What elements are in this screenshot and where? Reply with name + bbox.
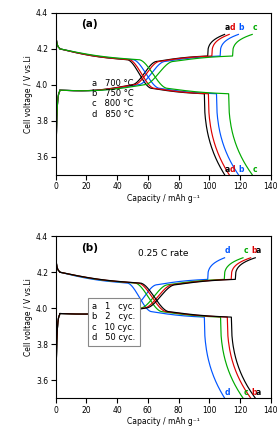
Text: b: b [239, 165, 244, 174]
Text: 0.25 C rate: 0.25 C rate [138, 249, 189, 258]
Y-axis label: Cell voltage / V vs.Li: Cell voltage / V vs.Li [24, 55, 33, 133]
Text: b: b [239, 23, 244, 32]
Text: (a): (a) [81, 19, 98, 29]
Text: a: a [256, 388, 261, 397]
Text: c: c [244, 388, 248, 397]
Text: a   700 °C
b   750 °C
c   800 °C
d   850 °C: a 700 °C b 750 °C c 800 °C d 850 °C [92, 78, 134, 119]
Text: (b): (b) [81, 243, 98, 253]
Text: d: d [230, 165, 235, 174]
Text: c: c [253, 23, 257, 32]
Text: b: b [251, 246, 257, 255]
Text: a: a [256, 246, 261, 255]
Text: a: a [225, 165, 230, 174]
Text: d: d [225, 246, 230, 255]
Text: b: b [251, 388, 257, 397]
Text: d: d [230, 23, 235, 32]
Text: c: c [253, 165, 257, 174]
X-axis label: Capacity / mAh g⁻¹: Capacity / mAh g⁻¹ [127, 194, 199, 203]
Y-axis label: Cell voltage / V vs.Li: Cell voltage / V vs.Li [24, 278, 33, 356]
Text: d: d [225, 388, 230, 397]
X-axis label: Capacity / mAh g⁻¹: Capacity / mAh g⁻¹ [127, 417, 199, 426]
Text: a: a [225, 23, 230, 32]
Text: c: c [244, 246, 248, 255]
Text: a   1   cyc.
b   2   cyc.
c   10 cyc.
d   50 cyc.: a 1 cyc. b 2 cyc. c 10 cyc. d 50 cyc. [92, 302, 136, 342]
